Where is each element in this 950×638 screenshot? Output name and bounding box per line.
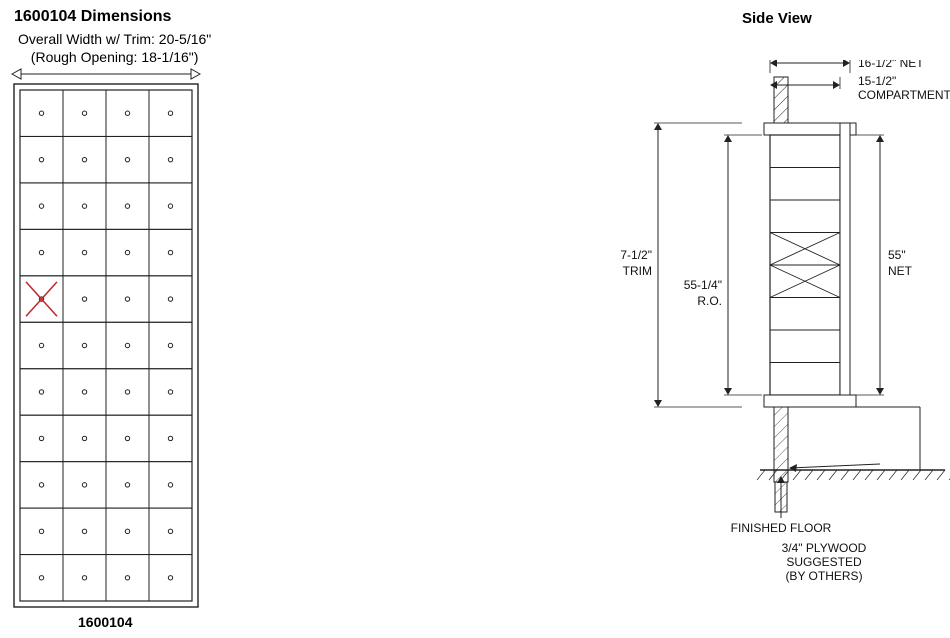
- front-subtitle-line2: (Rough Opening: 18-1/16"): [31, 49, 199, 65]
- svg-text:55": 55": [888, 248, 906, 262]
- svg-text:16-1/2" NET: 16-1/2" NET: [858, 60, 924, 70]
- svg-text:3/4" PLYWOOD: 3/4" PLYWOOD: [782, 541, 867, 555]
- front-title: 1600104 Dimensions: [14, 8, 171, 26]
- side-view-diagram: 16-1/2" NET 15-1/2"COMPARTMENT 57-1/2" W/ T…: [620, 60, 950, 610]
- front-subtitle-line1: Overall Width w/ Trim: 20-5/16": [18, 31, 211, 47]
- svg-text:15-1/2": 15-1/2": [858, 74, 896, 88]
- svg-text:W/ TRIM: W/ TRIM: [620, 264, 652, 278]
- svg-text:57-1/2": 57-1/2": [620, 248, 652, 262]
- svg-text:R.O.: R.O.: [697, 294, 722, 308]
- svg-text:SUGGESTED: SUGGESTED: [786, 555, 862, 569]
- svg-text:COMPARTMENT: COMPARTMENT: [858, 88, 950, 102]
- svg-text:NET: NET: [888, 264, 913, 278]
- front-view-diagram: [10, 64, 220, 634]
- front-subtitle: Overall Width w/ Trim: 20-5/16" (Rough O…: [18, 30, 211, 66]
- model-label: 1600104: [78, 614, 133, 630]
- svg-text:55-1/4": 55-1/4": [684, 278, 722, 292]
- svg-text:(BY OTHERS): (BY OTHERS): [785, 569, 862, 583]
- side-title: Side View: [742, 10, 812, 27]
- svg-text:FINISHED FLOOR: FINISHED FLOOR: [731, 521, 832, 535]
